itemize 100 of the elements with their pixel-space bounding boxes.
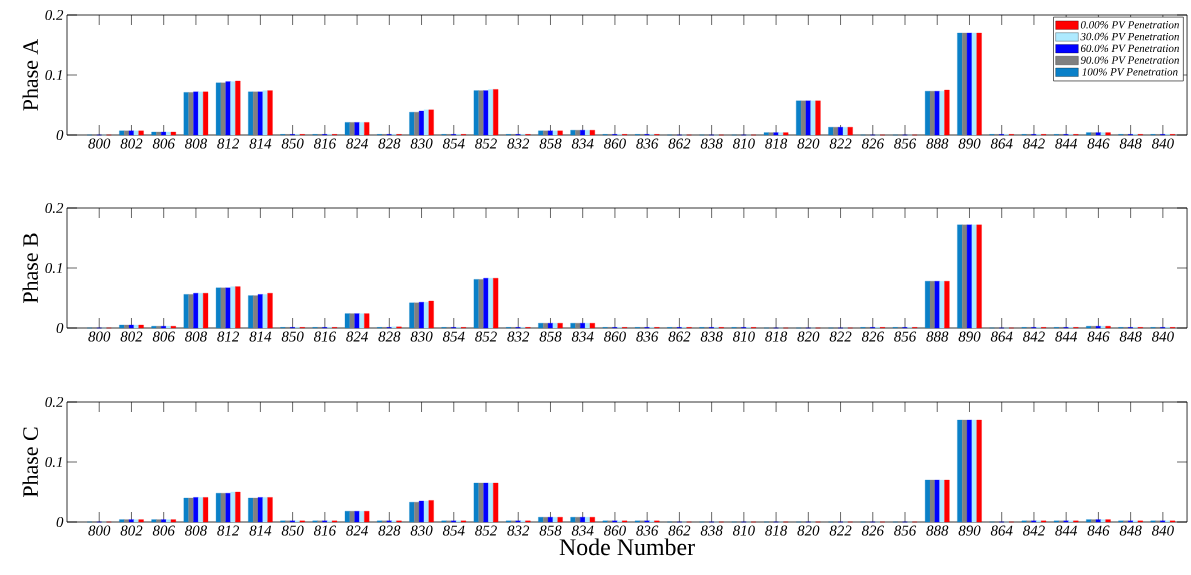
bar <box>493 482 499 523</box>
x-tick-label: 854 <box>442 525 465 536</box>
x-tick-label: 856 <box>894 331 917 342</box>
x-tick-label: 836 <box>636 138 659 149</box>
x-tick-label: 864 <box>990 525 1013 536</box>
legend-label: 100% PV Penetration <box>1082 68 1178 76</box>
bar <box>124 519 130 523</box>
bar <box>976 224 982 329</box>
bar <box>929 281 935 329</box>
bar <box>971 32 977 136</box>
x-tick-label: 814 <box>249 525 272 536</box>
bar <box>944 479 950 523</box>
x-tick-label: 848 <box>1119 525 1142 536</box>
x-tick-label: 860 <box>604 331 626 342</box>
bar <box>934 479 940 523</box>
bar <box>354 511 360 523</box>
bar <box>570 130 576 136</box>
bar <box>230 491 236 523</box>
x-axis-title: Node Number <box>559 538 695 556</box>
x-tick-label: 840 <box>1151 331 1174 342</box>
bar <box>161 131 167 136</box>
bar <box>763 132 769 136</box>
x-tick-label: 858 <box>539 331 562 342</box>
x-tick-label: 816 <box>313 138 336 149</box>
x-tick-label: 848 <box>1119 138 1142 149</box>
bar <box>193 293 199 329</box>
bar <box>364 122 370 136</box>
x-tick-label: 826 <box>861 331 884 342</box>
bar <box>580 130 586 136</box>
x-tick-label: 890 <box>958 525 981 536</box>
bar <box>1086 519 1092 523</box>
bar <box>557 517 563 523</box>
y-tick-label: 0.2 <box>45 9 64 21</box>
bar <box>418 110 425 136</box>
bar <box>252 91 259 136</box>
bar <box>359 511 365 523</box>
bar <box>538 130 544 136</box>
bar <box>473 90 479 136</box>
bar <box>493 89 499 136</box>
bar <box>976 32 982 136</box>
x-tick-label: 802 <box>120 138 143 149</box>
x-tick-label: 844 <box>1055 525 1078 536</box>
x-tick-label: 858 <box>539 525 562 536</box>
bar <box>138 519 144 523</box>
bar <box>543 323 549 329</box>
bar <box>119 130 125 136</box>
x-tick-label: 832 <box>507 525 530 536</box>
bar <box>1091 132 1097 136</box>
bar <box>354 122 360 136</box>
bar <box>428 109 434 136</box>
bar <box>547 323 554 329</box>
bar <box>488 278 494 329</box>
bar <box>543 517 549 523</box>
bar <box>783 132 789 136</box>
bar <box>570 517 576 523</box>
bar <box>262 497 268 523</box>
bar <box>230 286 236 329</box>
x-tick-label: 806 <box>152 138 175 149</box>
x-tick-label: 830 <box>410 331 433 342</box>
x-tick-label: 888 <box>926 138 949 149</box>
bar <box>161 519 167 523</box>
y-tick-label: 0.1 <box>45 69 62 81</box>
bar <box>423 302 429 329</box>
x-tick-label: 820 <box>797 138 820 149</box>
x-tick-label: 818 <box>765 331 788 342</box>
bar <box>939 281 945 329</box>
bar <box>220 493 226 523</box>
bar <box>215 82 222 136</box>
bar <box>478 279 484 329</box>
x-tick-label: 808 <box>185 525 207 536</box>
bar <box>929 91 935 136</box>
bar <box>589 130 595 136</box>
bar <box>552 130 558 136</box>
bar <box>589 323 595 329</box>
bar <box>584 323 591 329</box>
bar <box>349 511 355 523</box>
bar <box>805 100 811 136</box>
bar <box>1100 519 1106 523</box>
bar <box>252 497 259 523</box>
x-tick-label: 832 <box>507 331 530 342</box>
bar <box>837 127 844 136</box>
bar <box>183 92 189 136</box>
bar <box>128 519 135 523</box>
bar <box>119 324 125 329</box>
bar <box>768 132 774 136</box>
bar <box>138 324 144 329</box>
x-tick-label: 832 <box>507 138 530 149</box>
bar <box>939 479 945 523</box>
x-tick-label: 852 <box>475 525 497 536</box>
bar <box>418 500 425 523</box>
bar <box>344 122 350 136</box>
x-tick-label: 826 <box>861 525 884 536</box>
x-tick-label: 828 <box>378 525 401 536</box>
y-axis-title: Phase B <box>22 233 38 303</box>
bar <box>1105 519 1111 523</box>
x-tick-label: 834 <box>571 331 594 342</box>
bar <box>488 89 494 136</box>
bar <box>488 482 494 523</box>
bar <box>584 517 591 523</box>
bar <box>165 131 172 136</box>
